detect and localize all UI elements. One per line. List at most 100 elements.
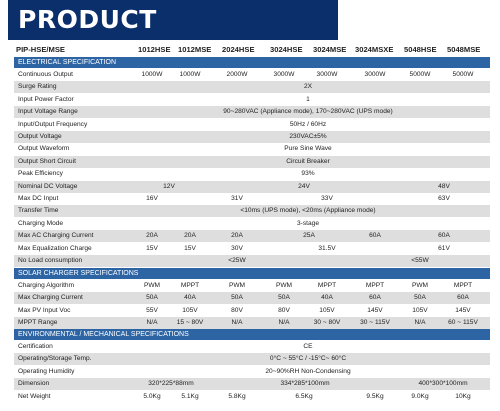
section-header: ENVIRONMENTAL / MECHANICAL SPECIFICATION…: [14, 329, 490, 340]
spec-label: Operating Humidity: [18, 367, 75, 375]
spec-value: PWM: [275, 282, 293, 289]
model-series-label: PIP-HSE/MSE: [16, 45, 65, 54]
spec-label: Max AC Charging Current: [18, 232, 94, 240]
spec-value: PWM: [143, 282, 161, 289]
spec-row: Continuous Output 1000W 1000W 2000W 3000W 300…: [14, 69, 490, 81]
spec-value: 1000W: [141, 71, 163, 78]
spec-value: PWM: [411, 282, 429, 289]
spec-value: 55V: [146, 306, 158, 314]
spec-value: 48V: [438, 182, 450, 190]
spec-value: 20A: [146, 232, 158, 240]
spec-value: N/A: [414, 319, 426, 327]
spec-row: Max DC Input 16V 31V 33V 63V: [14, 193, 490, 205]
spec-value: 320*225*88mm: [148, 380, 194, 388]
spec-row: Net Weight 5.0Kg 5.1Kg 5.8Kg 6.5Kg 9.5Kg 9.0Kg…: [14, 391, 490, 403]
spec-value: 105V: [319, 306, 335, 314]
page-title: PRODUCT SPECIFICATION: [8, 0, 338, 74]
spec-row: Transfer Time <10ms (UPS mode), <20ms (Ap…: [14, 205, 490, 218]
model-header: 5048MSE: [447, 45, 481, 54]
spec-label: Input Power Factor: [18, 95, 74, 103]
spec-label: No Load consumption: [18, 257, 83, 264]
spec-label: Output Voltage: [18, 133, 62, 140]
spec-row: Operating/Storage Temp. 0°C ~ 55°C / -15°…: [14, 353, 490, 366]
spec-value: 105V: [412, 306, 428, 314]
spec-value: 5.1Kg: [181, 392, 199, 400]
spec-row: No Load consumption <25W <55W: [14, 255, 490, 267]
spec-value: 60A: [457, 294, 469, 302]
spec-value: 334*285*100mm: [280, 380, 330, 388]
spec-value: MPPT: [317, 282, 337, 289]
spec-row: Max Charging Current 50A 40A 50A 50A 40A 60A 50…: [14, 292, 490, 305]
spec-value: 5000W: [409, 71, 431, 78]
spec-label: Operating/Storage Temp.: [18, 355, 92, 363]
model-header-row: PIP-HSE/MSE 1012HSE 1012MSE 2024HSE 3024…: [0, 42, 500, 56]
model-header: 5048HSE: [404, 45, 437, 54]
spec-value: 1: [306, 95, 310, 103]
spec-value: 50A: [146, 294, 158, 302]
spec-label: Charging Mode: [18, 219, 64, 227]
spec-value: MPPT: [180, 282, 200, 289]
spec-value: 30 ~ 115V: [360, 319, 390, 327]
spec-row: Input Power Factor 1: [14, 94, 490, 106]
spec-label: MPPT Range: [18, 319, 58, 327]
spec-label: Max Charging Current: [18, 294, 83, 302]
spec-value: 5000W: [452, 71, 474, 78]
spec-value: 50Hz / 60Hz: [289, 120, 327, 128]
spec-label: Max DC Input: [18, 195, 59, 202]
spec-row: Max AC Charging Current 20A 20A 20A 25A 60A 60…: [14, 230, 490, 243]
spec-row: Input/Output Frequency 50Hz / 60Hz: [14, 119, 490, 131]
spec-label: Max Equalization Charge: [18, 244, 92, 252]
spec-row: Max PV Input Voc 55V 105V 80V 80V 105V 145V 105…: [14, 305, 490, 317]
spec-label: Input Voltage Range: [18, 108, 78, 116]
spec-row: Nominal DC Voltage 12V 24V 48V: [14, 180, 490, 193]
spec-label: Net Weight: [18, 392, 51, 400]
spec-value: 50A: [278, 294, 290, 302]
spec-value: 40A: [321, 294, 333, 302]
spec-value: 90~280VAC (Appliance mode), 170~280VAC (…: [223, 108, 393, 116]
spec-value: MPPT: [453, 282, 473, 289]
spec-value: 20A: [184, 232, 196, 240]
spec-value: <25W: [228, 257, 246, 264]
spec-value: 15 ~ 80V: [176, 319, 204, 327]
spec-value: 105V: [182, 306, 198, 314]
spec-value: 60A: [369, 294, 381, 302]
spec-value: 12V: [163, 182, 175, 190]
spec-value: 30 ~ 80V: [313, 319, 341, 327]
spec-value: 2000W: [226, 71, 248, 78]
spec-value: 9.0Kg: [411, 392, 429, 400]
spec-value: 3000W: [364, 71, 386, 78]
spec-row: Certification CE: [14, 341, 490, 353]
spec-value: 80V: [278, 306, 290, 314]
spec-row: Peak Efficiency 93%: [14, 168, 490, 180]
spec-value: Pure Sine Wave: [284, 145, 332, 153]
spec-row: Operating Humidity 20~90%RH Non-Condensin…: [14, 366, 490, 378]
model-header: 1012MSE: [178, 45, 212, 54]
spec-value: 3000W: [316, 71, 338, 78]
spec-value: N/A: [231, 319, 243, 327]
spec-value: 6.5Kg: [295, 392, 313, 400]
spec-row: Output Waveform Pure Sine Wave: [14, 143, 490, 155]
spec-label: Output Waveform: [18, 145, 70, 153]
spec-value: 10Kg: [455, 392, 471, 400]
spec-value: N/A: [146, 319, 158, 327]
spec-value: 30V: [231, 244, 243, 252]
spec-value: 25A: [303, 232, 315, 240]
spec-value: 93%: [301, 170, 315, 178]
spec-label: Output Short Circuit: [18, 157, 76, 165]
section-header: ELECTRICAL SPECIFICATION: [14, 57, 490, 68]
spec-row: Surge Rating 2X: [14, 81, 490, 94]
spec-value: 145V: [455, 306, 471, 314]
spec-value: 400*300*100mm: [418, 380, 468, 388]
spec-value: 50A: [414, 294, 426, 302]
spec-row: Max Equalization Charge 15V 15V 30V 31.5V 61V: [14, 243, 490, 255]
spec-value: 60A: [438, 232, 450, 240]
spec-value: Circuit Breaker: [286, 157, 330, 165]
spec-value: 61V: [438, 244, 450, 252]
spec-value: 0°C ~ 55°C / -15°C~ 60°C: [269, 355, 347, 363]
spec-value: 50A: [231, 294, 243, 302]
spec-row: Input Voltage Range 90~280VAC (Appliance …: [14, 106, 490, 119]
spec-value: 24V: [298, 182, 310, 190]
spec-label: Charging Algorithm: [18, 282, 75, 289]
spec-label: Nominal DC Voltage: [18, 182, 78, 190]
spec-value: 145V: [367, 306, 383, 314]
